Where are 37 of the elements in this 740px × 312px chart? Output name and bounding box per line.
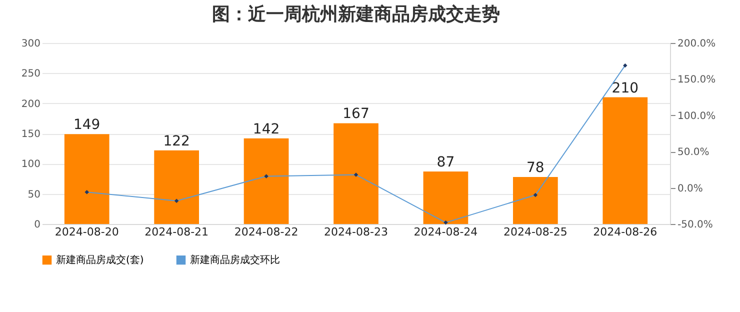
- bar: [64, 134, 110, 224]
- x-tick-label: 2024-08-26: [593, 226, 658, 238]
- y-tick-label: 250: [21, 68, 40, 80]
- legend-label: 新建商品房成交(套): [56, 254, 144, 266]
- bar: [423, 172, 468, 224]
- legend-label: 新建商品房成交环比: [190, 254, 280, 266]
- y-tick-label: 300: [21, 38, 40, 50]
- bar: [334, 123, 378, 224]
- x-tick-label: 2024-08-25: [503, 226, 568, 238]
- y2-tick-label: 100.0%: [678, 110, 716, 122]
- data-label: 210: [612, 80, 639, 96]
- y-tick-label: 0: [34, 220, 40, 230]
- x-tick-label: 2024-08-20: [54, 226, 119, 238]
- x-tick-label: 2024-08-23: [324, 226, 388, 238]
- x-tick-label: 2024-08-21: [144, 226, 209, 238]
- y2-tick-label: -50.0%: [678, 220, 713, 230]
- bar: [154, 150, 199, 224]
- data-label: 87: [436, 154, 455, 171]
- y-tick-label: 150: [21, 129, 40, 140]
- y2-tick-label: 200.0%: [678, 38, 716, 50]
- bar: [244, 138, 289, 224]
- y2-tick-label: 150.0%: [678, 74, 716, 86]
- data-label: 167: [342, 106, 370, 122]
- x-tick-label: 2024-08-22: [234, 226, 298, 238]
- bar: [513, 176, 558, 224]
- y-tick-label: 50: [28, 189, 40, 200]
- bar: [602, 97, 648, 224]
- data-label: 142: [252, 121, 280, 138]
- data-label: 122: [163, 133, 190, 150]
- x-tick-label: 2024-08-24: [414, 226, 478, 238]
- chart-title: 图：近一周杭州新建商品房成交走势: [212, 4, 500, 25]
- y2-tick-label: 50.0%: [678, 147, 710, 158]
- y2-tick-label: 0.0%: [678, 183, 703, 194]
- y-tick-label: 200: [21, 98, 40, 110]
- y-tick-label: 100: [21, 159, 40, 170]
- data-label: 149: [73, 117, 100, 134]
- data-label: 78: [526, 160, 544, 176]
